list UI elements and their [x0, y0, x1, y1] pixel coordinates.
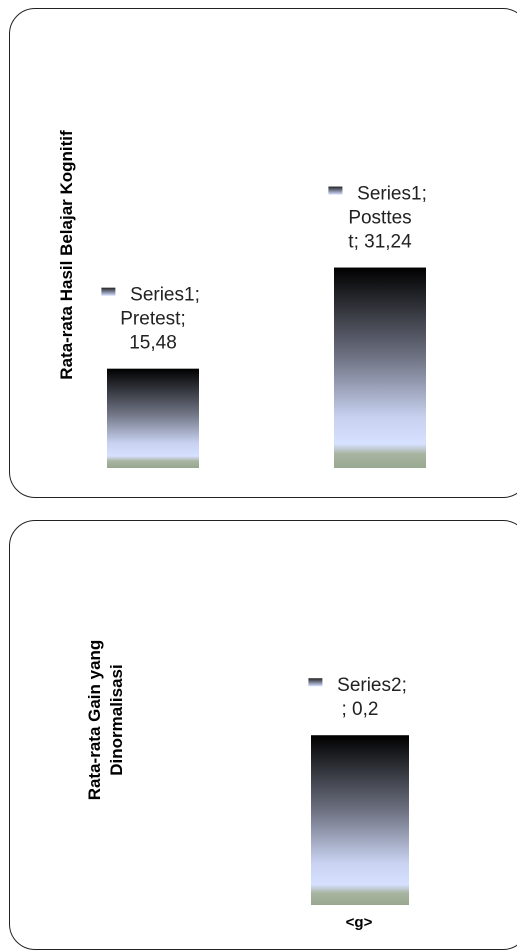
chart1-bar-0 [107, 368, 199, 468]
chart1-data-label-1-line2: t; 31,24 [348, 232, 412, 253]
chart1-legend-key-0 [101, 287, 116, 296]
chart-panel-gain [9, 520, 517, 950]
chart1-data-label-1-line1: Posttes [348, 208, 411, 229]
chart1-data-label-0-line1: Pretest; [120, 309, 185, 330]
chart-panel-cognitive [9, 8, 517, 498]
chart1-y-axis-label: Rata-rata Hasil Belajar Kognitif [57, 130, 76, 380]
chart2-x-tick-label: <g> [346, 914, 373, 931]
chart1-data-label-1-line0: Series1; [357, 184, 427, 205]
chart2-data-label-0-line0: Series2; [337, 675, 407, 696]
chart2-legend-key-0 [308, 678, 323, 687]
chart2-data-label-0-line1: ; 0,2 [342, 699, 379, 720]
chart1-data-label-0-line0: Series1; [130, 285, 200, 306]
chart1-bar-1 [334, 267, 426, 468]
chart2-bar-0 [311, 735, 409, 905]
chart2-y-axis-label-line2: Dinormalisasi [107, 664, 126, 776]
chart2-y-axis-label-line1: Rata-rata Gain yang [85, 640, 104, 801]
chart1-legend-key-1 [328, 186, 343, 195]
chart1-data-label-0-line2: 15,48 [129, 333, 177, 354]
